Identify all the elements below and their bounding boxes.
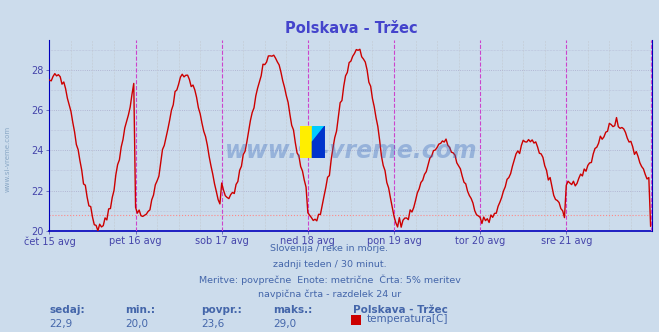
Text: Slovenija / reke in morje.: Slovenija / reke in morje. [270,244,389,253]
Text: 23,6: 23,6 [201,319,224,329]
Text: temperatura[C]: temperatura[C] [366,314,448,324]
Polygon shape [312,126,325,158]
Text: www.si-vreme.com: www.si-vreme.com [5,126,11,193]
Text: 22,9: 22,9 [49,319,72,329]
Text: povpr.:: povpr.: [201,305,242,315]
Bar [300,126,312,158]
Text: min.:: min.: [125,305,156,315]
Text: 29,0: 29,0 [273,319,297,329]
Title: Polskava - Tržec: Polskava - Tržec [285,21,417,36]
Text: Polskava - Tržec: Polskava - Tržec [353,305,447,315]
Text: Meritve: povprečne  Enote: metrične  Črta: 5% meritev: Meritve: povprečne Enote: metrične Črta:… [198,275,461,286]
Polygon shape [312,126,325,142]
Text: 20,0: 20,0 [125,319,148,329]
Text: zadnji teden / 30 minut.: zadnji teden / 30 minut. [273,260,386,269]
Text: www.si-vreme.com: www.si-vreme.com [225,138,477,163]
Text: maks.:: maks.: [273,305,313,315]
Text: sedaj:: sedaj: [49,305,85,315]
Text: navpična črta - razdelek 24 ur: navpična črta - razdelek 24 ur [258,290,401,299]
